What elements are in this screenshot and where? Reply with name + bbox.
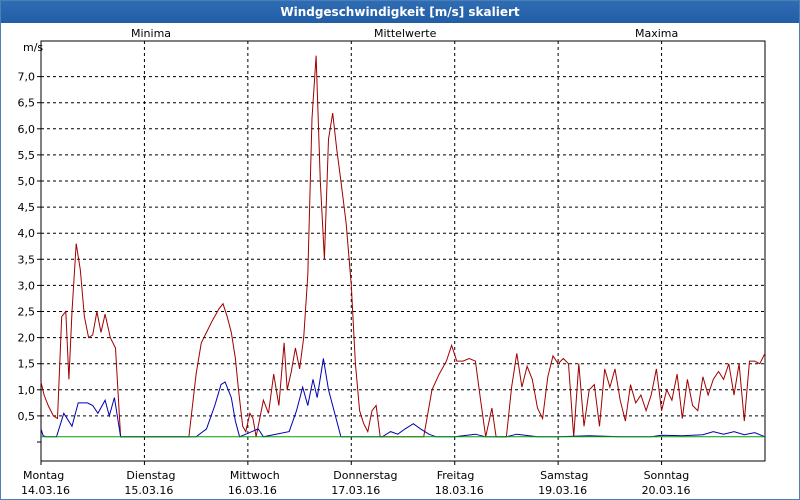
x-tick-day: Mittwoch [230,469,280,482]
window-title: Windgeschwindigkeit [m/s] skaliert [1,1,799,23]
y-tick-label: 3,0 [18,279,36,292]
y-tick-label: 4,5 [18,201,36,214]
x-tick-day: Sonntag [644,469,690,482]
x-tick-date: 17.03.16 [331,484,380,497]
y-tick-label: 6,0 [18,123,36,136]
x-tick-date: 19.03.16 [538,484,587,497]
x-tick-date: 18.03.16 [435,484,484,497]
grid-lines [37,41,765,465]
legend-maxima: Maxima [635,27,678,40]
y-tick-label: 7,0 [18,71,36,84]
y-tick-label: 0,5 [18,410,36,423]
x-tick-date: 20.03.16 [642,484,691,497]
y-tick-label: 3,5 [18,253,36,266]
x-tick-day: Samstag [540,469,588,482]
y-tick-labels: 0,5 1,0 1,5 2,0 2,5 3,0 3,5 4,0 4,5 5,0 5,5 6,0 6,5 7… [18,71,36,423]
y-tick-label: 2,5 [18,306,36,319]
x-tick-date: 16.03.16 [228,484,277,497]
plot-area [40,40,766,462]
x-tick-day: Montag [23,469,64,482]
x-tick-day: Freitag [437,469,475,482]
y-tick-label: 5,5 [18,149,36,162]
y-tick-label: 2,0 [18,332,36,345]
y-tick-label: 1,0 [18,384,36,397]
y-axis-unit: m/s [23,41,43,54]
series-lines [40,55,766,438]
y-tick-label: 6,5 [18,97,36,110]
x-tick-day: Donnerstag [333,469,397,482]
x-tick-day: Dienstag [126,469,175,482]
legend-mittelwerte: Mittelwerte [374,27,437,40]
x-tick-labels: Montag 14.03.16 Dienstag 15.03.16 Mittwoch 16… [21,469,691,497]
x-tick-date: 14.03.16 [21,484,70,497]
x-tick-date: 15.03.16 [124,484,173,497]
y-tick-label: 1,5 [18,358,36,371]
y-tick-label: 5,0 [18,175,36,188]
y-tick-label: 4,0 [18,227,36,240]
legend-minima: Minima [131,27,171,40]
